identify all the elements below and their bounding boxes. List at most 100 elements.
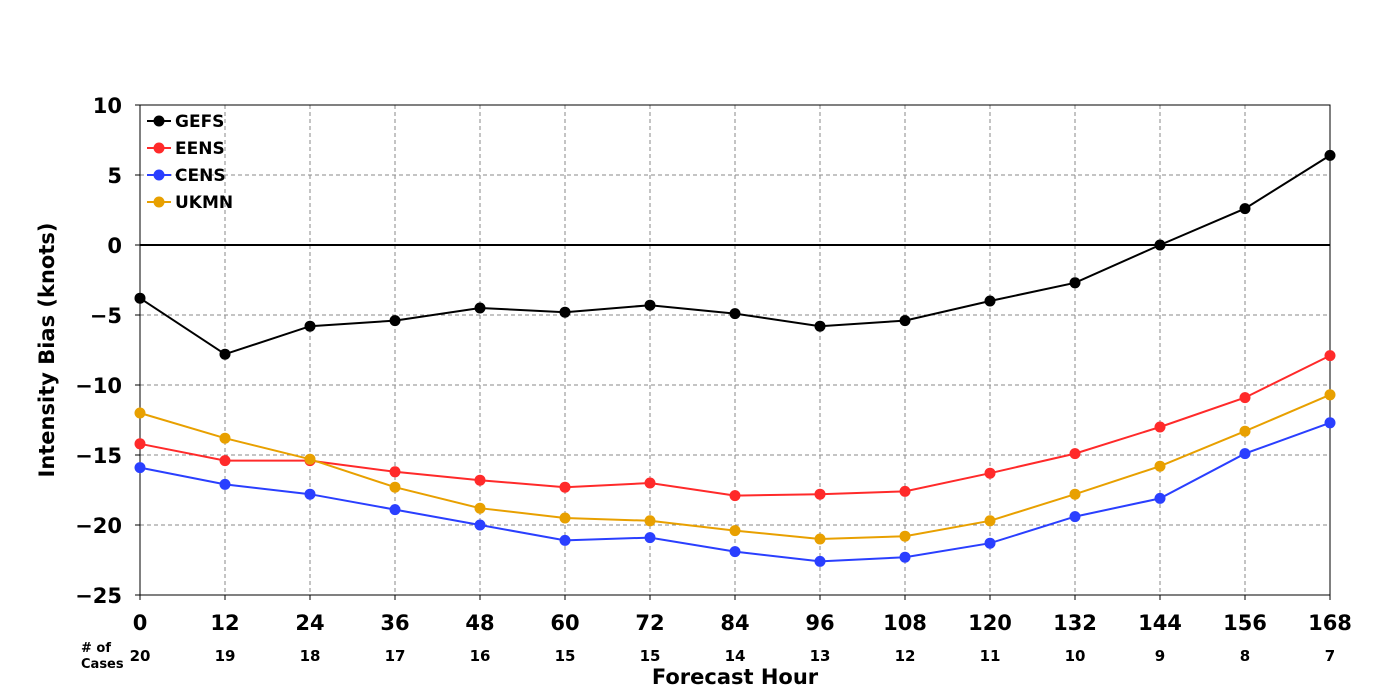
x-tick-label: 12 — [210, 611, 239, 635]
x-tick-label: 144 — [1138, 611, 1182, 635]
data-point-ukmn — [729, 525, 741, 537]
data-point-ukmn — [1239, 425, 1251, 437]
x-axis-ticks: 0 12 24 36 48 60 72 84 96 108 120 132 144 156 168 — [133, 595, 1352, 635]
data-point-ukmn — [219, 432, 231, 444]
x-tick-label: 168 — [1308, 611, 1352, 635]
data-point-ukmn — [304, 453, 316, 465]
data-point-ukmn — [474, 502, 486, 514]
data-point-cens — [814, 555, 826, 567]
series-lines — [134, 149, 1336, 567]
data-point-eens — [134, 438, 146, 450]
data-point-gefs — [814, 320, 826, 332]
x-tick-label: 132 — [1053, 611, 1097, 635]
legend: GEFS EENS CENS UKMN — [147, 112, 233, 213]
case-count: 20 — [130, 647, 151, 665]
data-point-eens — [814, 488, 826, 500]
data-point-eens — [644, 477, 656, 489]
data-point-gefs — [389, 315, 401, 327]
case-count: 10 — [1065, 647, 1086, 665]
legend-marker-gefs — [153, 115, 165, 127]
series-line-eens — [139, 354, 1331, 497]
data-point-cens — [899, 551, 911, 563]
data-point-ukmn — [984, 515, 996, 527]
x-tick-label: 36 — [380, 611, 409, 635]
data-point-ukmn — [134, 407, 146, 419]
data-point-eens — [219, 455, 231, 467]
data-point-ukmn — [1154, 460, 1166, 472]
data-point-cens — [1239, 448, 1251, 460]
cases-title-line2: Cases — [81, 657, 124, 672]
data-point-gefs — [729, 308, 741, 320]
x-tick-label: 156 — [1223, 611, 1267, 635]
case-count: 8 — [1240, 647, 1250, 665]
data-point-cens — [134, 462, 146, 474]
y-tick-label: 0 — [107, 234, 122, 258]
data-point-ukmn — [644, 515, 656, 527]
legend-label-gefs: GEFS — [175, 112, 224, 132]
data-point-eens — [1239, 392, 1251, 404]
case-count: 9 — [1155, 647, 1165, 665]
data-point-cens — [389, 504, 401, 516]
data-point-cens — [1324, 417, 1336, 429]
legend-label-ukmn: UKMN — [175, 193, 233, 213]
legend-marker-eens — [153, 142, 165, 154]
x-tick-label: 0 — [133, 611, 148, 635]
x-tick-label: 24 — [295, 611, 324, 635]
case-count: 17 — [385, 647, 406, 665]
y-tick-label: −5 — [90, 304, 122, 328]
case-count: 11 — [980, 647, 1001, 665]
y-axis-title: Intensity Bias (knots) — [35, 223, 59, 478]
data-point-gefs — [984, 295, 996, 307]
case-count: 7 — [1325, 647, 1335, 665]
data-point-cens — [219, 478, 231, 490]
data-point-cens — [644, 532, 656, 544]
data-point-ukmn — [899, 530, 911, 542]
data-point-gefs — [644, 299, 656, 311]
case-count: 15 — [640, 647, 661, 665]
data-point-ukmn — [814, 533, 826, 545]
data-point-gefs — [219, 348, 231, 360]
data-point-cens — [304, 488, 316, 500]
y-tick-label: −10 — [75, 374, 122, 398]
data-point-eens — [899, 485, 911, 497]
data-point-gefs — [304, 320, 316, 332]
data-point-eens — [389, 466, 401, 478]
data-point-gefs — [1154, 239, 1166, 251]
data-point-eens — [474, 474, 486, 486]
x-tick-label: 96 — [805, 611, 834, 635]
data-point-gefs — [1239, 203, 1251, 215]
y-tick-label: −15 — [75, 444, 122, 468]
y-axis-ticks: 10 5 0 −5 −10 −15 −20 −25 — [75, 94, 140, 608]
data-point-ukmn — [389, 481, 401, 493]
data-point-eens — [1324, 350, 1336, 362]
data-point-ukmn — [559, 512, 571, 524]
y-tick-label: −25 — [75, 584, 122, 608]
case-count: 13 — [810, 647, 831, 665]
case-count: 19 — [215, 647, 236, 665]
data-point-cens — [559, 534, 571, 546]
legend-label-eens: EENS — [175, 139, 225, 159]
case-count: 18 — [300, 647, 321, 665]
data-point-gefs — [559, 306, 571, 318]
data-point-gefs — [1324, 149, 1336, 161]
data-point-cens — [474, 519, 486, 531]
case-count: 12 — [895, 647, 916, 665]
y-tick-label: 10 — [93, 94, 122, 118]
data-point-cens — [984, 537, 996, 549]
data-point-cens — [1154, 492, 1166, 504]
data-point-ukmn — [1069, 488, 1081, 500]
x-tick-label: 72 — [635, 611, 664, 635]
case-counts: 20 19 18 17 16 15 15 14 13 12 11 10 9 8 7 — [130, 647, 1336, 665]
legend-marker-ukmn — [153, 196, 165, 208]
x-tick-label: 84 — [720, 611, 749, 635]
y-tick-label: −20 — [75, 514, 122, 538]
data-point-gefs — [474, 302, 486, 314]
x-tick-label: 120 — [968, 611, 1012, 635]
legend-marker-cens — [153, 169, 165, 181]
data-point-gefs — [1069, 277, 1081, 289]
x-tick-label: 48 — [465, 611, 494, 635]
case-count: 16 — [470, 647, 491, 665]
data-point-eens — [984, 467, 996, 479]
data-point-eens — [1069, 448, 1081, 460]
